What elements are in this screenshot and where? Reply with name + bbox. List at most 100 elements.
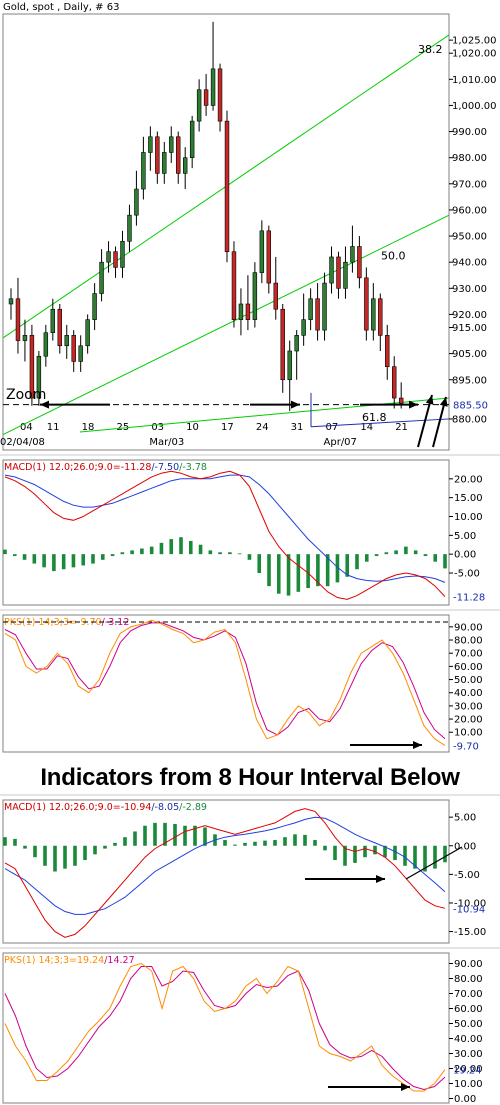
price-y-tick-label: 915.00	[452, 323, 487, 334]
macd-hist-bar	[173, 824, 177, 846]
macd-hist-bar	[394, 550, 398, 555]
candle-body	[364, 277, 369, 331]
indicator-y-tick-label: 10.00	[454, 512, 483, 523]
macd-hist-bar	[218, 552, 222, 555]
indicator-y-tick-label: -15.00	[454, 927, 486, 938]
price-y-tick-label: 980.00	[452, 153, 487, 164]
price-y-tick-label: 940.00	[452, 258, 487, 269]
candle-body	[322, 282, 327, 331]
candle-body	[266, 230, 272, 284]
indicator-y-tick-label: 0.00	[454, 1094, 476, 1105]
macd-hist-bar	[133, 831, 137, 846]
macd-hist-bar	[93, 845, 97, 855]
macd-hist-bar	[120, 552, 125, 555]
candle-body	[336, 256, 341, 289]
indicator-legend-value: /-7.50	[151, 462, 179, 473]
price-x-tick-label: 03	[151, 422, 164, 433]
candle-body	[350, 246, 355, 263]
macd-hist-bar	[193, 825, 197, 846]
zoom-arrow-right-2-head	[409, 400, 418, 409]
candle-body	[238, 303, 244, 320]
macd-hist-bar	[433, 554, 438, 562]
macd-hist-bar	[203, 827, 207, 846]
price-x-tick-label: 21	[395, 422, 408, 433]
indicator-y-tick-label: 70.00	[454, 989, 483, 1000]
indicator-y-tick-label: 20.00	[454, 474, 483, 485]
stoch-d-line	[4, 622, 446, 740]
indicator-y-tick-label: 60.00	[454, 662, 483, 673]
macd-hist-bar	[23, 845, 27, 849]
indicator-y-tick-label: 15.00	[454, 493, 483, 504]
macd-hist-bar	[286, 554, 291, 596]
zoom-arrow-left-head	[40, 400, 49, 409]
candle-body	[287, 350, 292, 381]
macd-hist-bar	[237, 553, 242, 555]
candle-body	[301, 319, 306, 336]
candle-body	[280, 308, 285, 381]
indicator-y-tick-label: 20.00	[454, 1064, 483, 1075]
macd-hist-bar	[433, 845, 437, 869]
macd-hist-bar	[267, 554, 271, 587]
macd-line	[4, 470, 446, 600]
indicator-title: PKS(1) 14;3;3=19.24/14.27	[4, 955, 135, 966]
macd-hist-bar	[313, 840, 317, 846]
macd-hist-bar	[123, 837, 127, 846]
macd-hist-bar	[12, 554, 17, 557]
indicator-y-tick-label: 5.00	[454, 531, 476, 542]
stoch8h-arrow-head	[401, 1083, 410, 1091]
indicator-legend-value: /-2.89	[179, 802, 207, 813]
indicator-y-tick-label: 90.00	[454, 959, 483, 970]
candle-body	[189, 120, 195, 158]
price-x-tick-label: 10	[186, 422, 199, 433]
macd-hist-bar	[296, 554, 301, 592]
candle-body	[148, 136, 153, 153]
macd-hist-bar	[443, 554, 447, 569]
indicator-y-tick-label: -5.00	[454, 870, 480, 881]
candle-body	[224, 120, 230, 253]
macd-hist-bar	[143, 825, 147, 846]
price-x-tick-label: 17	[221, 422, 234, 433]
macd-hist-bar	[343, 845, 347, 866]
macd-hist-bar	[363, 845, 367, 858]
macd-hist-bar	[33, 845, 37, 858]
macd-hist-bar	[353, 845, 357, 863]
macd-hist-bar	[52, 554, 56, 572]
candle-body	[43, 332, 49, 357]
macd-hist-bar	[423, 554, 428, 557]
fib-label: 38.2	[418, 43, 443, 56]
indicator-last-value: 19.24	[453, 1066, 482, 1077]
candle-body	[329, 256, 334, 284]
candle-body	[371, 298, 376, 331]
macd-hist-bar	[103, 845, 107, 849]
macd-hist-bar	[306, 554, 310, 589]
indicator-y-tick-label: -10.00	[454, 898, 486, 909]
indicator-legend-value: -11.28	[121, 462, 152, 473]
candle-body	[196, 89, 202, 122]
macd-hist-bar	[333, 845, 337, 861]
candle-body	[106, 251, 111, 263]
candle-body	[85, 319, 90, 347]
indicator-title-text: MACD(1) 12.0;26.0;9.0=	[4, 462, 121, 473]
candle-body	[385, 335, 390, 367]
macd-hist-bar	[3, 549, 7, 555]
price-x-tick-label: 04	[20, 422, 33, 433]
indicator-title: MACD(1) 12.0;26.0;9.0=-10.94/-8.05/-2.89	[4, 802, 207, 813]
candle-body	[176, 136, 181, 174]
macd-hist-bar	[198, 544, 203, 555]
price-y-tick-label: 1,025.00	[452, 36, 497, 47]
price-chart-title: Gold, spot , Daily, # 63	[3, 2, 119, 13]
candle-body	[217, 68, 223, 122]
macd-hist-bar	[42, 554, 46, 568]
candle-body	[203, 89, 209, 106]
candle-body	[392, 366, 397, 399]
indicator-legend-value: /14.27	[104, 955, 134, 966]
candle-body	[273, 282, 278, 310]
candle-body	[141, 152, 146, 190]
macd-hist-bar	[243, 842, 247, 846]
macd-hist-bar	[43, 845, 47, 866]
indicator-panel-frame	[2, 614, 450, 753]
candle-body	[127, 214, 132, 242]
candle-body	[398, 397, 404, 404]
macd-hist-bar	[63, 845, 67, 869]
macd-hist-bar	[413, 550, 418, 555]
